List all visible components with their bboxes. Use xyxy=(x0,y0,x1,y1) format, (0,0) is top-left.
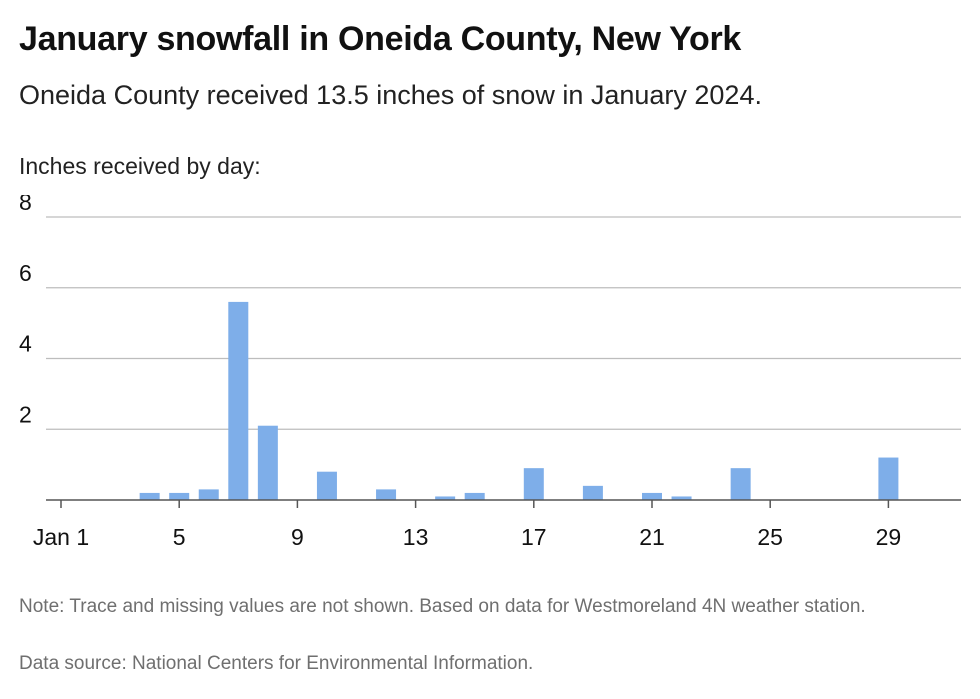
chart-note: Note: Trace and missing values are not s… xyxy=(19,596,866,617)
x-tick-label: 17 xyxy=(521,524,547,550)
bar-day-24 xyxy=(730,468,751,500)
x-tick-label: 29 xyxy=(876,524,902,550)
x-tick-label: 25 xyxy=(757,524,783,550)
chart-title: January snowfall in Oneida County, New Y… xyxy=(19,20,742,58)
bar-day-4 xyxy=(139,492,160,500)
bar-day-7 xyxy=(228,301,249,500)
chart-subtitle: Oneida County received 13.5 inches of sn… xyxy=(19,80,762,110)
bar-day-29 xyxy=(878,457,899,500)
x-tick-label: 21 xyxy=(639,524,665,550)
bar-day-19 xyxy=(582,485,603,500)
bar-chart: 2 4 6 8 Jan 1 5 9 13 17 21 25 29 xyxy=(19,195,961,550)
bar-day-17 xyxy=(523,468,544,500)
bar-day-5 xyxy=(169,492,190,500)
bar-day-6 xyxy=(198,489,219,500)
bar-day-21 xyxy=(642,492,662,500)
y-tick-label: 4 xyxy=(19,331,32,357)
bar-day-15 xyxy=(464,492,485,500)
y-tick-label: 2 xyxy=(19,401,32,427)
x-tick-label: 9 xyxy=(291,524,304,550)
x-tick-label: 5 xyxy=(173,524,186,550)
bar-day-22 xyxy=(671,496,692,500)
bar-day-12 xyxy=(376,489,397,500)
x-tick-label: 13 xyxy=(403,524,429,550)
y-tick-label: 6 xyxy=(19,260,32,286)
y-axis-title: Inches received by day: xyxy=(19,153,261,179)
bar-day-14 xyxy=(435,496,456,500)
y-tick-label: 8 xyxy=(19,195,32,215)
x-tick-label: Jan 1 xyxy=(33,524,89,550)
data-source: Data source: National Centers for Enviro… xyxy=(19,653,534,674)
bar-day-10 xyxy=(316,471,337,500)
bar-day-8 xyxy=(257,425,278,500)
